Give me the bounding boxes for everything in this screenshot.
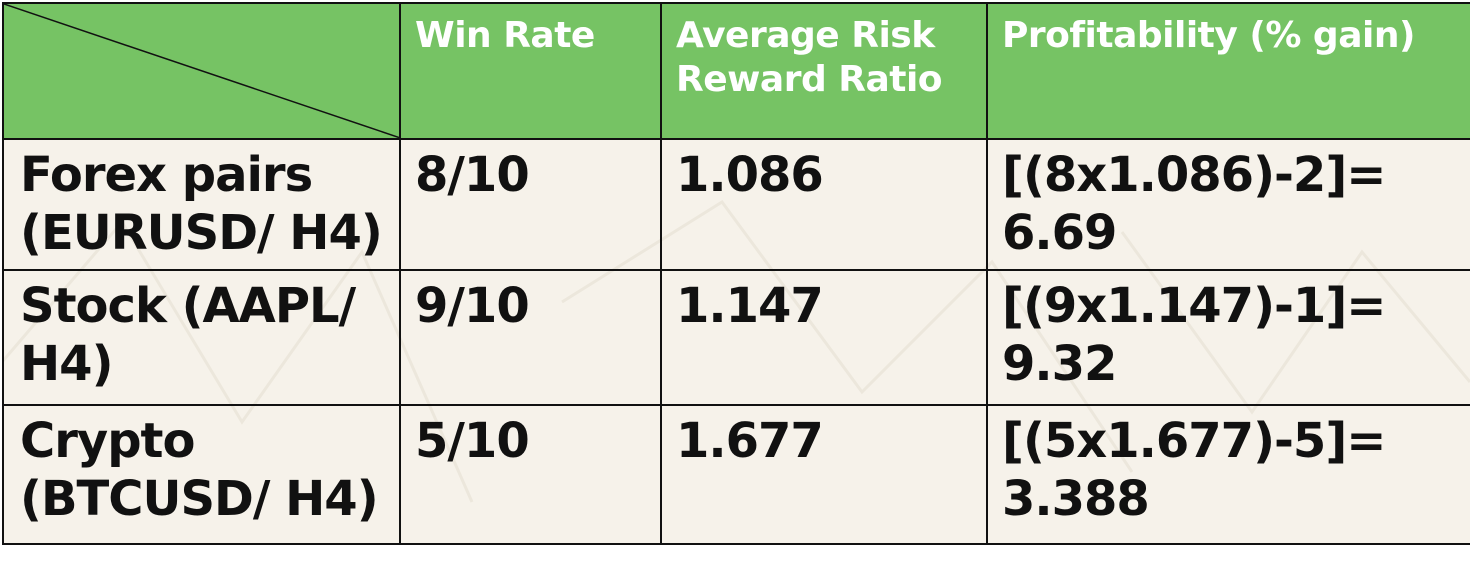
header-win-rate: Win Rate	[399, 2, 662, 140]
asset-line2: (EURUSD/ H4)	[20, 204, 383, 261]
profitability-result: 9.32	[1002, 335, 1117, 392]
win-rate-value: 5/10	[415, 413, 530, 470]
risk-reward-cell: 1.677	[660, 404, 988, 545]
win-rate-value: 8/10	[415, 146, 530, 203]
asset-line1: Forex pairs	[20, 146, 313, 203]
asset-line1: Crypto	[20, 413, 195, 470]
risk-reward-value: 1.677	[676, 413, 824, 470]
win-rate-cell: 8/10	[399, 137, 662, 271]
profitability-result: 6.69	[1002, 204, 1117, 261]
comparison-table: Win Rate Average Risk Reward Ratio Profi…	[2, 2, 1470, 545]
header-risk-reward-line2: Reward Ratio	[676, 59, 943, 100]
asset-cell: Forex pairs (EURUSD/ H4)	[2, 137, 401, 271]
win-rate-cell: 5/10	[399, 404, 662, 545]
risk-reward-value: 1.147	[676, 277, 824, 334]
corner-header-cell	[2, 2, 401, 140]
asset-line2: H4)	[20, 335, 114, 392]
header-risk-reward: Average Risk Reward Ratio	[660, 2, 988, 140]
win-rate-cell: 9/10	[399, 268, 662, 407]
asset-cell: Crypto (BTCUSD/ H4)	[2, 404, 401, 545]
table-row: Forex pairs (EURUSD/ H4) 8/10 1.086 [(8x…	[2, 137, 1470, 271]
win-rate-value: 9/10	[415, 277, 530, 334]
header-win-rate-label: Win Rate	[415, 15, 595, 56]
risk-reward-cell: 1.147	[660, 268, 988, 407]
profitability-cell: [(8x1.086)-2]= 6.69	[986, 137, 1470, 271]
header-risk-reward-line1: Average Risk	[676, 15, 935, 56]
profitability-formula: [(8x1.086)-2]=	[1002, 146, 1386, 203]
header-row: Win Rate Average Risk Reward Ratio Profi…	[2, 2, 1470, 140]
table-row: Stock (AAPL/ H4) 9/10 1.147 [(9x1.147)-1…	[2, 268, 1470, 407]
header-risk-reward-label: Average Risk Reward Ratio	[663, 5, 985, 102]
profitability-result: 3.388	[1002, 471, 1150, 528]
risk-reward-value: 1.086	[676, 146, 824, 203]
corner-diagonal	[5, 4, 398, 137]
profitability-formula: [(5x1.677)-5]=	[1002, 413, 1386, 470]
header-profitability-label: Profitability (% gain)	[1002, 15, 1415, 56]
profitability-cell: [(5x1.677)-5]= 3.388	[986, 404, 1470, 545]
profitability-formula: [(9x1.147)-1]=	[1002, 277, 1386, 334]
profitability-cell: [(9x1.147)-1]= 9.32	[986, 268, 1470, 407]
header-profitability: Profitability (% gain)	[986, 2, 1470, 140]
asset-line1: Stock (AAPL/	[20, 277, 356, 334]
comparison-sheet: Win Rate Average Risk Reward Ratio Profi…	[2, 2, 1470, 545]
risk-reward-cell: 1.086	[660, 137, 988, 271]
table-row: Crypto (BTCUSD/ H4) 5/10 1.677 [(5x1.677…	[2, 404, 1470, 545]
asset-line2: (BTCUSD/ H4)	[20, 471, 379, 528]
asset-cell: Stock (AAPL/ H4)	[2, 268, 401, 407]
